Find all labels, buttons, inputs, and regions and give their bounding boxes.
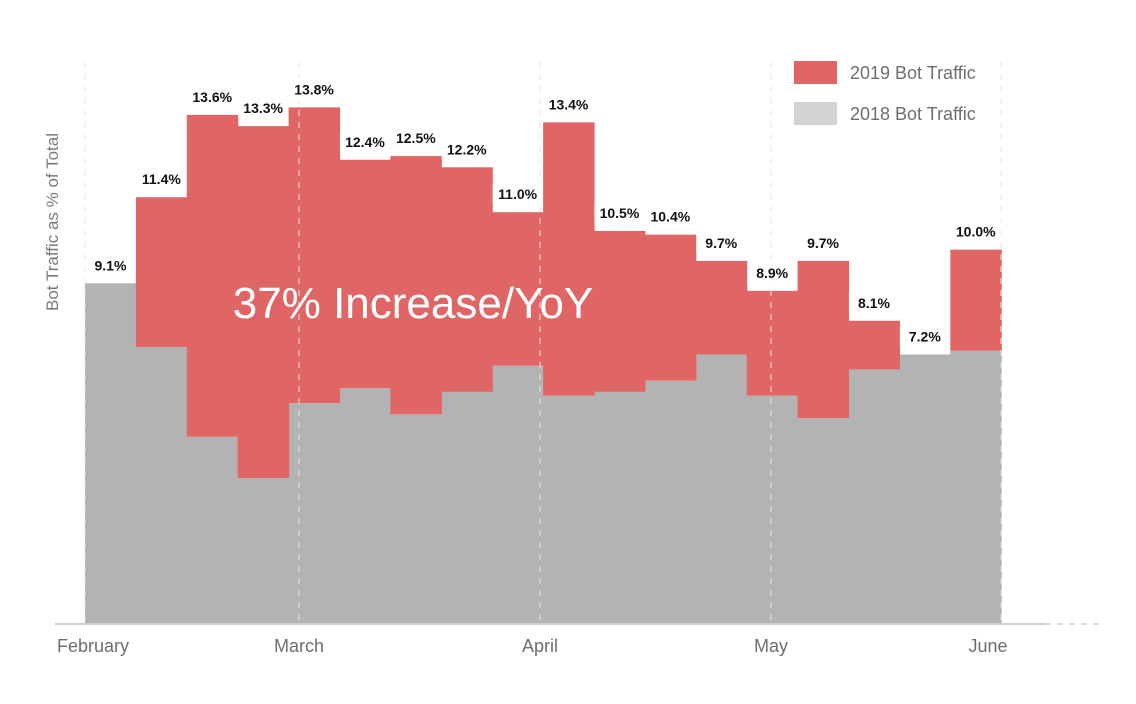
value-label-bg-8	[492, 184, 543, 205]
value-label-bg-12	[696, 232, 747, 253]
legend-label-2019: 2019 Bot Traffic	[850, 63, 976, 83]
value-label-10: 10.5%	[600, 205, 640, 221]
bar-2019-3	[237, 126, 290, 478]
value-label-bg-17	[950, 221, 1001, 242]
bar-2018-12	[695, 354, 748, 624]
value-label-bg-1	[136, 169, 187, 190]
bar-2019-9	[543, 122, 595, 396]
value-label-13: 8.9%	[756, 265, 788, 281]
bar-2018-4	[288, 403, 341, 624]
value-label-11: 10.4%	[650, 209, 690, 225]
bar-2018-16	[899, 354, 951, 624]
value-label-bg-9	[543, 94, 594, 115]
value-label-0: 9.1%	[94, 257, 126, 273]
bar-2019-2	[186, 114, 239, 437]
value-label-1: 11.4%	[142, 171, 181, 187]
value-label-bg-3	[238, 98, 289, 119]
value-label-bg-16	[899, 326, 950, 347]
x-tick-labels: February March April May June	[57, 636, 1008, 656]
value-label-bg-11	[645, 206, 696, 227]
value-label-4: 13.8%	[294, 81, 334, 97]
value-label-bg-4	[289, 79, 340, 100]
value-label-7: 12.2%	[447, 141, 487, 157]
bar-2018-17	[950, 350, 1002, 624]
bar-2019-11	[644, 234, 697, 381]
bar-2019-6	[390, 156, 442, 415]
legend: 2019 Bot Traffic 2018 Bot Traffic	[794, 61, 976, 125]
bar-2019-1	[135, 197, 188, 347]
x-tick-label-may: May	[754, 636, 788, 656]
value-label-bg-5	[339, 131, 390, 152]
value-label-bg-14	[798, 232, 849, 253]
annotation-text: 37% Increase/YoY	[233, 279, 593, 328]
bar-2018-11	[644, 380, 697, 624]
value-label-bg-15	[848, 292, 899, 313]
bar-2019-4	[288, 107, 341, 404]
bar-2018-1	[135, 346, 188, 624]
bar-2019-8	[492, 212, 544, 366]
value-label-6: 12.5%	[396, 130, 436, 146]
value-label-5: 12.4%	[345, 134, 385, 150]
value-label-17: 10.0%	[956, 224, 996, 240]
value-label-bg-0	[85, 255, 136, 276]
value-label-8: 11.0%	[498, 186, 537, 202]
x-tick-label-february: February	[57, 636, 129, 656]
value-label-bg-2	[187, 86, 238, 107]
bar-2019-14	[797, 260, 850, 419]
bar-2018-15	[848, 369, 900, 624]
bar-2018-2	[186, 436, 239, 624]
bar-2019-13	[746, 290, 799, 396]
value-label-12: 9.7%	[705, 235, 737, 251]
x-tick-label-june: June	[968, 636, 1007, 656]
bar-2018-13	[746, 395, 799, 624]
bar-2018-5	[339, 388, 391, 624]
bar-2018-7	[441, 391, 493, 624]
bar-2019-17	[950, 249, 1002, 351]
series-2018-area	[85, 283, 1002, 624]
value-label-15: 8.1%	[858, 295, 890, 311]
value-label-bg-10	[594, 202, 645, 223]
bar-2018-8	[492, 365, 544, 624]
value-label-bg-6	[390, 128, 441, 149]
value-label-bg-13	[747, 262, 798, 283]
value-label-9: 13.4%	[549, 96, 589, 112]
bar-2018-3	[237, 478, 290, 624]
value-label-2: 13.6%	[192, 89, 232, 105]
x-tick-label-march: March	[274, 636, 324, 656]
value-label-3: 13.3%	[243, 100, 283, 116]
bar-2018-9	[543, 395, 595, 624]
bar-2019-15	[848, 320, 900, 370]
value-label-16: 7.2%	[909, 328, 941, 344]
bar-2018-0	[85, 283, 137, 624]
value-labels: 9.1% 11.4% 13.6% 13.3% 13.8% 12.4% 12.5% 12.2% 1…	[85, 79, 1001, 347]
bar-2018-14	[797, 418, 850, 624]
bar-2019-7	[441, 167, 493, 392]
legend-swatch-2019	[794, 61, 837, 84]
bar-2018-10	[594, 391, 646, 624]
legend-swatch-2018	[794, 102, 837, 125]
bar-2019-10	[594, 230, 646, 392]
bar-2019-5	[339, 159, 391, 389]
y-axis-title: Bot Traffic as % of Total	[43, 133, 62, 311]
bar-2019-12	[695, 260, 748, 355]
value-label-bg-7	[441, 139, 492, 160]
legend-label-2018: 2018 Bot Traffic	[850, 104, 976, 124]
bar-2018-6	[390, 414, 442, 624]
x-tick-label-april: April	[522, 636, 558, 656]
value-label-14: 9.7%	[807, 235, 839, 251]
month-gridlines	[84, 62, 1002, 624]
series-2019-area	[135, 107, 1002, 478]
